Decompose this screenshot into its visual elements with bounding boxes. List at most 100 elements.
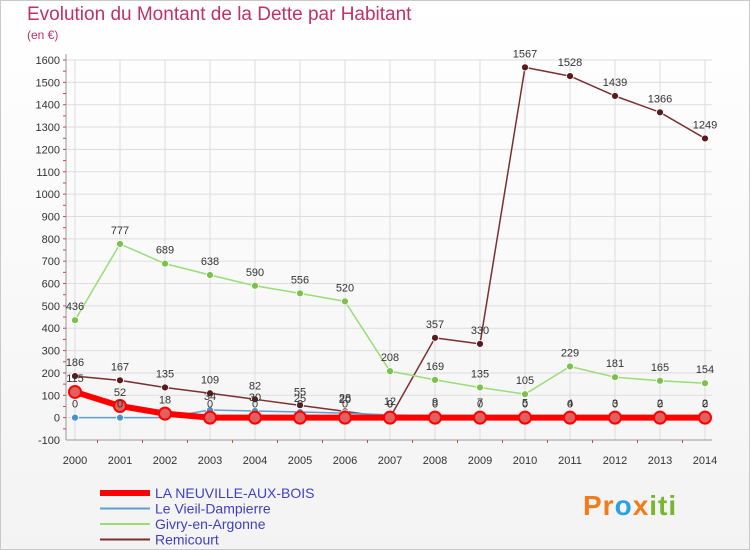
data-point xyxy=(476,383,484,392)
x-tick-label: 2003 xyxy=(198,455,222,467)
data-point xyxy=(383,410,397,425)
data-label: 2 xyxy=(657,398,663,410)
data-label: 777 xyxy=(111,225,129,237)
y-tick-label: 300 xyxy=(42,346,60,358)
data-label: 556 xyxy=(291,274,309,286)
data-label: 82 xyxy=(249,380,261,392)
x-tick-label: 2011 xyxy=(558,455,582,467)
data-point xyxy=(116,240,124,248)
legend-label: LA NEUVILLE-AUX-BOIS xyxy=(155,485,315,501)
data-point xyxy=(473,410,487,425)
y-tick-label: 900 xyxy=(42,211,60,223)
data-point xyxy=(521,390,529,399)
y-tick-label: 500 xyxy=(42,301,60,313)
proxiti-logo: Proxiti xyxy=(583,490,678,521)
y-tick-label: 100 xyxy=(42,390,60,402)
data-point xyxy=(608,410,622,425)
data-point xyxy=(113,399,127,414)
data-point xyxy=(296,289,304,298)
data-point xyxy=(656,376,664,385)
data-label: 0 xyxy=(207,399,213,411)
x-tick-label: 2007 xyxy=(378,455,402,467)
data-label: 1249 xyxy=(693,119,717,131)
data-label: 1439 xyxy=(603,77,627,89)
data-label: 34 xyxy=(204,391,216,403)
data-point xyxy=(698,410,712,425)
data-label: 357 xyxy=(426,319,444,331)
data-label: 0 xyxy=(702,399,708,411)
legend-label: Le Vieil-Dampierre xyxy=(155,501,271,517)
data-point xyxy=(71,372,79,380)
data-label: 154 xyxy=(696,364,714,376)
x-tick-label: 2001 xyxy=(108,455,132,467)
data-label: 30 xyxy=(249,392,261,404)
y-tick-label: 1200 xyxy=(36,144,60,156)
data-label: 105 xyxy=(516,375,534,387)
data-point xyxy=(116,413,124,422)
data-label: 1567 xyxy=(513,48,537,60)
data-point xyxy=(521,63,529,72)
data-point xyxy=(653,410,667,425)
y-tick-label: -100 xyxy=(38,435,60,447)
data-label: 7 xyxy=(477,397,483,409)
data-label: 167 xyxy=(111,361,129,373)
x-tick-label: 2006 xyxy=(333,455,357,467)
y-tick-label: 1500 xyxy=(36,77,60,89)
data-point xyxy=(248,410,262,425)
data-point xyxy=(611,373,619,382)
data-label: 181 xyxy=(606,358,624,370)
data-point xyxy=(206,389,214,398)
data-point xyxy=(563,410,577,425)
data-label: 520 xyxy=(336,282,354,294)
data-point xyxy=(161,383,169,392)
data-point xyxy=(341,297,349,306)
data-label: 5 xyxy=(522,398,528,410)
data-label: 0 xyxy=(387,399,393,411)
data-point xyxy=(386,367,394,376)
data-label: 0 xyxy=(297,399,303,411)
data-label: 169 xyxy=(426,361,444,373)
y-tick-label: 200 xyxy=(42,368,60,380)
series-layer xyxy=(68,63,712,425)
y-tick-label: 0 xyxy=(54,413,60,425)
data-label: 9 xyxy=(432,397,438,409)
data-label: 28 xyxy=(339,392,351,404)
y-tick-label: 1100 xyxy=(36,167,60,179)
data-label: 52 xyxy=(114,387,126,399)
data-point xyxy=(71,316,79,325)
data-point xyxy=(701,379,709,388)
data-point xyxy=(566,72,574,80)
chart-subtitle: (en €) xyxy=(27,28,59,42)
data-label: 590 xyxy=(246,267,264,279)
x-tick-label: 2010 xyxy=(513,455,537,467)
data-label: 25 xyxy=(294,393,306,405)
data-label: 0 xyxy=(432,399,438,411)
data-label: 0 xyxy=(72,399,78,411)
data-point xyxy=(158,406,172,421)
data-point xyxy=(206,271,214,279)
data-label: 115 xyxy=(66,373,84,385)
y-tick-label: 800 xyxy=(42,234,60,246)
data-label: 2 xyxy=(702,398,708,410)
data-point xyxy=(431,375,439,384)
data-point xyxy=(116,376,124,385)
x-tick-label: 2012 xyxy=(603,455,627,467)
data-label: 12 xyxy=(384,396,396,408)
data-label: 0 xyxy=(477,399,483,411)
y-tick-label: 1300 xyxy=(36,122,60,134)
data-label: 208 xyxy=(381,352,399,364)
y-tick-label: 1600 xyxy=(36,55,60,67)
x-tick-label: 2005 xyxy=(288,455,312,467)
data-point xyxy=(518,410,532,425)
x-tick-label: 2009 xyxy=(468,455,492,467)
data-point xyxy=(611,92,619,100)
data-label: 0 xyxy=(342,399,348,411)
data-point xyxy=(203,410,217,425)
data-label: 55 xyxy=(294,386,306,398)
data-point xyxy=(338,410,352,425)
legend-label: Remicourt xyxy=(155,532,219,548)
data-label: 229 xyxy=(561,347,579,359)
